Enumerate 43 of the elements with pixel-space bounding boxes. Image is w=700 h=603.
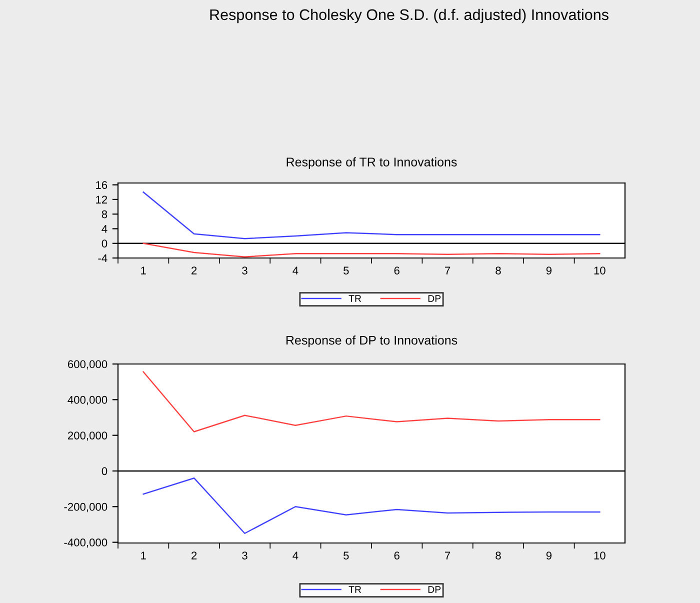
legend-label: DP: [428, 295, 441, 302]
x-tick-label: 8: [496, 266, 501, 274]
y-tick-label: 400,000: [68, 396, 108, 406]
y-tick-label: 0: [102, 467, 108, 476]
y-tick-label: -4: [98, 254, 108, 262]
x-tick-label: 4: [292, 266, 298, 274]
y-tick-label: -400,000: [64, 538, 108, 548]
x-tick-label: 6: [394, 266, 400, 274]
x-tick-label: 5: [344, 266, 349, 274]
y-tick-label: -200,000: [64, 502, 108, 512]
x-tick-label: 7: [445, 266, 450, 274]
line-series: [142, 371, 600, 432]
x-tick-label: 7: [445, 552, 450, 560]
x-tick-label: 10: [594, 552, 606, 560]
y-tick-label: 8: [102, 210, 108, 218]
x-tick-label: 3: [242, 266, 248, 274]
x-tick-label: 3: [242, 552, 248, 560]
legend-label: DP: [428, 586, 441, 593]
y-tick-label: 0: [102, 240, 108, 248]
x-tick-label: 1: [141, 266, 146, 274]
x-tick-label: 2: [192, 266, 197, 274]
x-tick-label: 2: [192, 552, 197, 560]
x-tick-label: 1: [141, 552, 146, 560]
y-tick-label: 12: [96, 196, 108, 204]
x-tick-label: 8: [496, 552, 501, 560]
x-tick-label: 4: [292, 552, 298, 560]
line-series: [142, 242, 600, 258]
legend-label: TR: [348, 586, 362, 593]
x-tick-label: 9: [546, 266, 552, 274]
x-tick-label: 5: [344, 552, 349, 560]
y-tick-label: 16: [96, 181, 108, 189]
x-tick-label: 9: [546, 552, 552, 560]
y-tick-label: 200,000: [68, 432, 108, 441]
x-tick-label: 6: [394, 552, 400, 560]
line-series: [142, 192, 600, 240]
y-tick-label: 4: [102, 225, 108, 233]
chart-title: Response to Cholesky One S.D. (d.f. adjusted) Innovations: [210, 8, 608, 24]
y-tick-label: 600,000: [68, 360, 108, 370]
legend-label: TR: [348, 295, 362, 302]
chart-subtitle: Response of TR to Innovations: [286, 157, 457, 169]
chart-title: Response of DP to Innovations: [286, 335, 458, 348]
line-series: [142, 477, 600, 534]
x-tick-label: 10: [594, 266, 606, 274]
